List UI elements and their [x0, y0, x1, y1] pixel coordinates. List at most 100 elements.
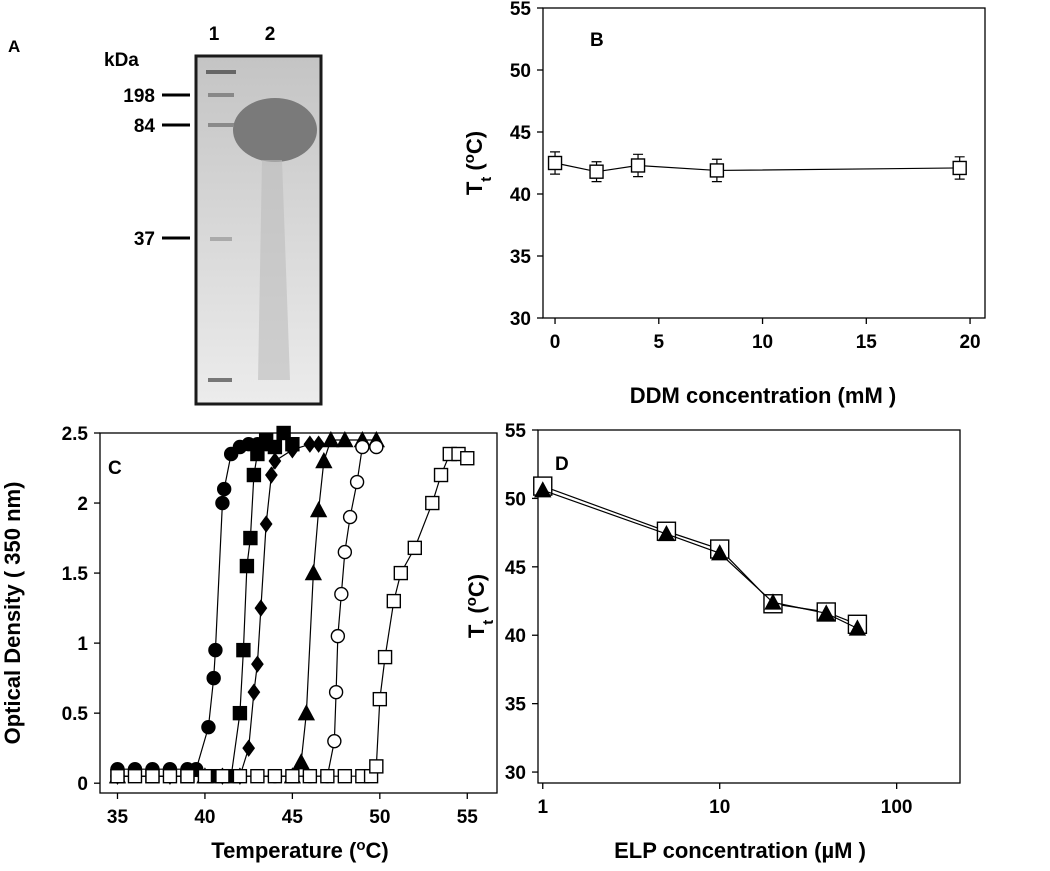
marker — [206, 670, 221, 686]
marker — [268, 452, 282, 470]
ladder-band — [210, 237, 232, 241]
marker — [309, 501, 328, 518]
x-tick-label: 10 — [752, 332, 773, 353]
y-tick-label: 50 — [510, 61, 531, 82]
y-tick-label: 30 — [505, 763, 526, 784]
panel-label: D — [555, 454, 569, 475]
marker — [180, 768, 195, 784]
marker — [267, 768, 283, 784]
marker — [303, 435, 317, 453]
marker — [320, 768, 335, 784]
series-line — [117, 443, 267, 770]
marker — [236, 642, 251, 658]
y-tick-label: 2 — [77, 494, 88, 515]
marker — [407, 540, 423, 556]
y-tick-label: 1 — [77, 634, 88, 655]
x-axis-label-part: Temperature ( — [211, 838, 357, 863]
marker — [254, 599, 268, 617]
marker — [292, 753, 310, 770]
panel-label: B — [590, 30, 604, 51]
chart-panel: 30 35 40 45 50 55 0 5 10 15 20 B DDM concentration (… — [461, 0, 986, 408]
marker — [330, 628, 346, 644]
marker — [239, 558, 255, 574]
marker — [337, 544, 353, 560]
y-axis-label-part: ( — [464, 606, 489, 620]
y-tick-label: 45 — [505, 558, 527, 579]
marker — [709, 163, 725, 178]
x-tick-label: 50 — [369, 807, 390, 828]
marker — [304, 564, 323, 581]
gel-smear — [258, 160, 290, 380]
marker — [208, 642, 223, 658]
plot-frame — [537, 429, 961, 784]
x-axis-label: ELP concentration (µM ) — [614, 838, 866, 863]
marker — [127, 768, 143, 784]
marker — [215, 495, 230, 511]
marker — [328, 684, 344, 700]
y-axis-label-part: t — [480, 620, 497, 625]
plot-frame — [99, 432, 498, 794]
x-tick-label: 45 — [282, 807, 304, 828]
series-line — [117, 453, 468, 777]
chart-panel: 30 35 40 45 50 55 1 10 100 D ELP concentration (µM… — [463, 421, 961, 863]
marker — [243, 530, 258, 546]
y-tick-label: 0 — [77, 774, 88, 795]
y-tick-label: 2.5 — [62, 424, 89, 445]
x-tick-label: 55 — [457, 807, 479, 828]
marker — [327, 733, 342, 749]
marker — [377, 649, 393, 665]
marker — [232, 705, 248, 721]
y-axis-label-part: C) — [462, 131, 487, 154]
marker — [534, 481, 552, 498]
marker — [369, 439, 384, 455]
y-tick-label: 30 — [510, 309, 531, 330]
marker — [242, 739, 256, 757]
x-axis-label-part: ELP concentration (µM ) — [614, 838, 866, 863]
x-tick-label: 40 — [194, 807, 215, 828]
marker — [215, 768, 230, 784]
marker — [589, 164, 604, 179]
x-tick-label: 35 — [107, 807, 129, 828]
marker — [216, 481, 232, 497]
marker — [251, 655, 264, 673]
x-tick-label: 5 — [654, 332, 665, 353]
x-tick-label: 0 — [550, 332, 561, 353]
y-tick-label: 55 — [505, 421, 527, 442]
ladder-band — [208, 123, 234, 127]
marker — [952, 160, 967, 176]
marker — [355, 439, 370, 455]
series-line — [117, 439, 377, 777]
ladder-band — [208, 378, 232, 382]
marker — [162, 768, 178, 784]
y-axis-label: Optical Density ( 350 nm) — [0, 482, 25, 745]
panel-label: C — [108, 458, 122, 479]
series-line — [554, 162, 960, 173]
x-tick-label: 10 — [709, 797, 730, 818]
x-axis-label: DDM concentration (mM ) — [630, 383, 896, 408]
marker — [285, 768, 300, 784]
y-axis-label-part: o — [461, 154, 478, 163]
x-axis-label-part: C) — [366, 838, 389, 863]
x-tick-label: 100 — [881, 797, 913, 818]
lane-label: 2 — [265, 24, 276, 45]
marker — [250, 768, 265, 784]
x-tick-label: 1 — [537, 797, 548, 818]
marker — [110, 768, 125, 784]
marker — [259, 515, 273, 533]
series-line — [542, 489, 858, 629]
marker — [286, 441, 299, 459]
marker — [711, 544, 729, 561]
marker — [342, 509, 358, 525]
marker — [302, 768, 318, 784]
x-axis-label-part: DDM concentration (mM ) — [630, 383, 896, 408]
y-tick-label: 50 — [505, 489, 526, 510]
y-axis-label-part: T — [462, 181, 487, 195]
marker — [315, 452, 333, 469]
y-tick-label: 1.5 — [62, 564, 89, 585]
marker — [393, 565, 409, 581]
x-axis-label-part: o — [356, 837, 365, 854]
ladder-band — [208, 93, 234, 97]
y-axis-label-part: T — [464, 624, 489, 638]
